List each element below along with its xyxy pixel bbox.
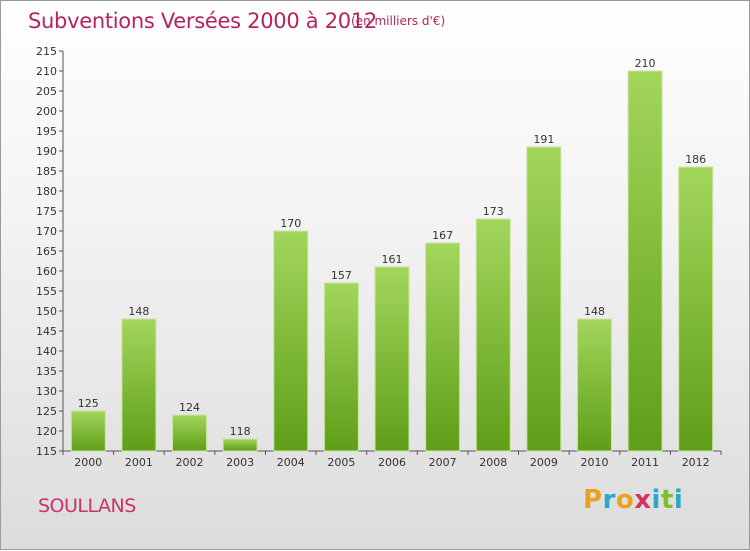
bar[interactable] <box>374 266 410 452</box>
x-tick-label: 2010 <box>580 456 608 469</box>
bar[interactable] <box>70 410 106 452</box>
bar[interactable] <box>323 282 359 452</box>
x-tick-label: 2001 <box>125 456 153 469</box>
y-tick-label: 185 <box>36 165 57 178</box>
x-tick-label: 2008 <box>479 456 507 469</box>
y-tick-label: 195 <box>36 125 57 138</box>
x-tick-label: 2005 <box>327 456 355 469</box>
logo-letter: t <box>660 485 674 515</box>
bar[interactable] <box>425 242 461 452</box>
y-tick-label: 140 <box>36 345 57 358</box>
bar[interactable] <box>576 318 612 452</box>
y-tick-label: 120 <box>36 425 57 438</box>
bar-value-label: 167 <box>432 229 453 242</box>
y-tick-label: 165 <box>36 245 57 258</box>
x-tick-label: 2011 <box>631 456 659 469</box>
bar[interactable] <box>121 318 157 452</box>
bar-value-label: 157 <box>331 269 352 282</box>
bar[interactable] <box>475 218 511 452</box>
logo-letter: i <box>673 485 684 515</box>
x-tick-label: 2009 <box>530 456 558 469</box>
y-tick-label: 125 <box>36 405 57 418</box>
logo-letter: o <box>615 485 635 515</box>
x-tick-label: 2003 <box>226 456 254 469</box>
y-tick-label: 145 <box>36 325 57 338</box>
bar-value-label: 124 <box>179 401 200 414</box>
bar-value-label: 125 <box>78 397 99 410</box>
y-tick-label: 135 <box>36 365 57 378</box>
bar[interactable] <box>627 70 663 452</box>
bar[interactable] <box>172 414 208 452</box>
logo-letter: x <box>634 485 652 515</box>
bar-value-label: 118 <box>230 425 251 438</box>
bar[interactable] <box>222 438 258 452</box>
logo-letter: i <box>651 485 661 515</box>
x-tick-label: 2004 <box>277 456 305 469</box>
y-tick-label: 115 <box>36 445 57 458</box>
bar-value-label: 161 <box>382 253 403 266</box>
y-tick-label: 170 <box>36 225 57 238</box>
x-tick-label: 2012 <box>682 456 710 469</box>
x-tick-label: 2002 <box>176 456 204 469</box>
proxiti-logo[interactable]: Proxiti <box>583 485 683 515</box>
bar[interactable] <box>678 166 714 452</box>
bar-value-label: 170 <box>280 217 301 230</box>
y-tick-label: 210 <box>36 65 57 78</box>
y-tick-label: 215 <box>36 45 57 58</box>
y-tick-label: 175 <box>36 205 57 218</box>
y-tick-label: 130 <box>36 385 57 398</box>
bar-value-label: 148 <box>584 305 605 318</box>
logo-letter: P <box>583 485 603 515</box>
y-tick-label: 200 <box>36 105 57 118</box>
y-tick-label: 160 <box>36 265 57 278</box>
y-tick-label: 205 <box>36 85 57 98</box>
bar[interactable] <box>526 146 562 452</box>
bar[interactable] <box>273 230 309 452</box>
bar-value-label: 186 <box>685 153 706 166</box>
chart-subtitle: (en milliers d'€) <box>351 14 446 28</box>
y-tick-label: 180 <box>36 185 57 198</box>
bar-value-label: 210 <box>635 57 656 70</box>
y-tick-label: 150 <box>36 305 57 318</box>
bar-value-label: 173 <box>483 205 504 218</box>
x-tick-label: 2000 <box>74 456 102 469</box>
x-tick-label: 2007 <box>429 456 457 469</box>
y-tick-label: 155 <box>36 285 57 298</box>
chart-title: Subventions Versées 2000 à 2012 <box>28 9 377 33</box>
logo-letter: r <box>602 485 616 515</box>
commune-name: SOULLANS <box>38 495 136 517</box>
y-tick-label: 190 <box>36 145 57 158</box>
x-tick-label: 2006 <box>378 456 406 469</box>
bar-value-label: 148 <box>128 305 149 318</box>
bar-value-label: 191 <box>533 133 554 146</box>
